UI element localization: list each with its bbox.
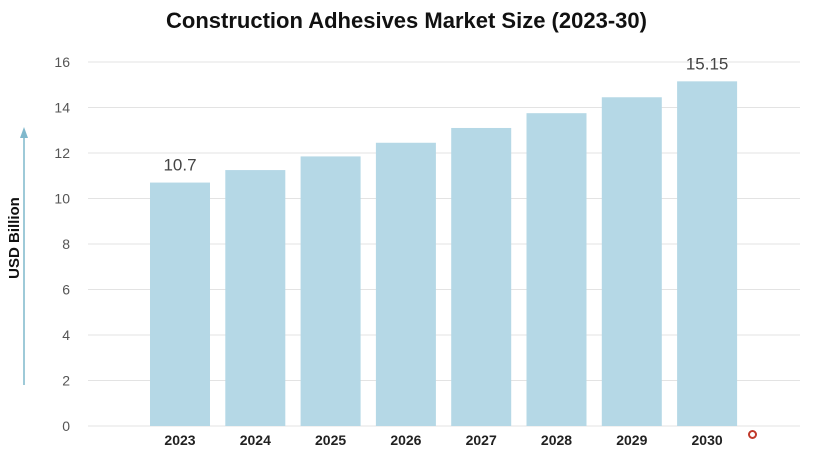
x-axis-categories: 2023 2024 2025 2026 2027 2028 2029 2030 (164, 432, 722, 448)
y-tick-label: 14 (54, 100, 70, 116)
logo-stratview-research (740, 430, 806, 460)
data-label-2030: 15.15 (686, 54, 729, 73)
y-tick-label: 12 (54, 145, 70, 161)
bar-2030 (677, 81, 738, 427)
x-category-label: 2024 (240, 432, 271, 448)
bar-2026 (375, 142, 436, 426)
y-axis-ticks: 0 2 4 6 8 10 12 14 16 (54, 54, 70, 434)
y-axis: USD Billion (6, 127, 28, 385)
y-tick-label: 2 (62, 373, 70, 389)
y-axis-arrow-head (20, 127, 28, 138)
bar-2023 (150, 182, 210, 426)
data-label-2023: 10.7 (163, 156, 196, 175)
x-category-label: 2030 (692, 432, 723, 448)
x-category-label: 2027 (466, 432, 497, 448)
bar-2024 (225, 170, 286, 426)
y-tick-label: 0 (62, 418, 70, 434)
data-labels: 10.7 15.15 (163, 54, 728, 174)
y-tick-label: 6 (62, 282, 70, 298)
bar-2025 (300, 156, 361, 426)
x-category-label: 2029 (616, 432, 647, 448)
bar-2027 (451, 127, 512, 426)
y-tick-label: 10 (54, 191, 70, 207)
y-tick-label: 4 (62, 327, 70, 343)
x-category-label: 2025 (315, 432, 346, 448)
y-axis-label: USD Billion (6, 197, 23, 279)
bar-2029 (601, 97, 662, 426)
logo-target-icon (748, 430, 757, 439)
x-category-label: 2026 (390, 432, 421, 448)
x-category-label: 2028 (541, 432, 572, 448)
y-tick-label: 16 (54, 54, 70, 70)
y-tick-label: 8 (62, 236, 70, 252)
bar-2028 (526, 113, 587, 426)
chart-title: Construction Adhesives Market Size (2023… (166, 8, 647, 33)
bars (150, 81, 738, 427)
x-category-label: 2023 (164, 432, 195, 448)
